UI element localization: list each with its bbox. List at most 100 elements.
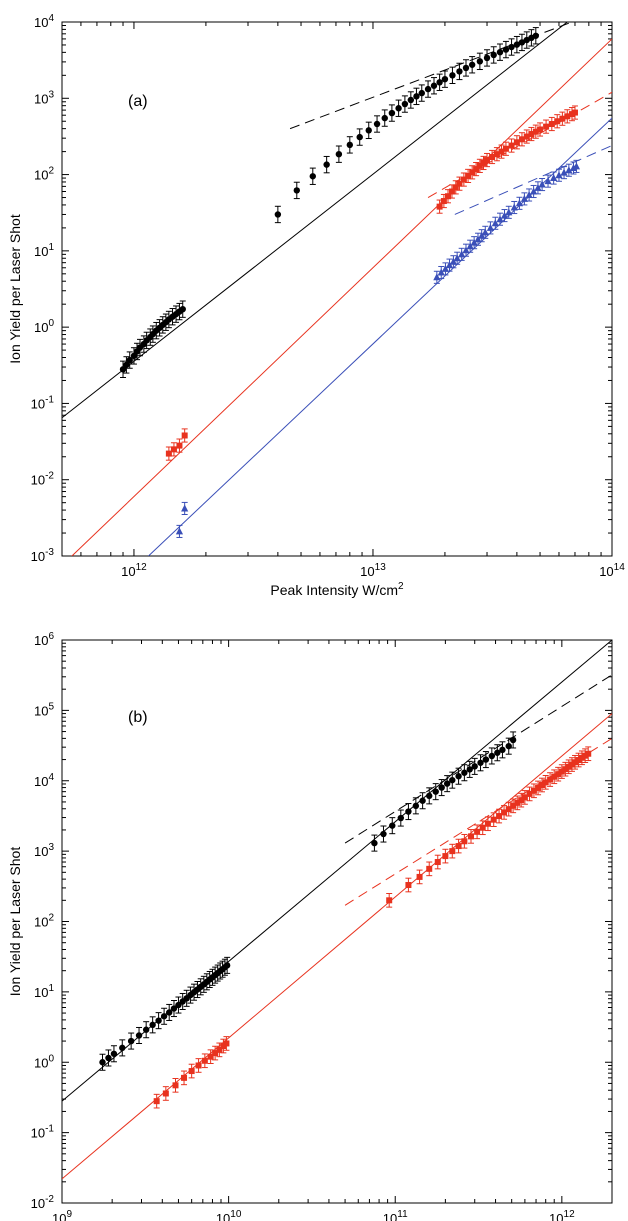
data-point xyxy=(223,1040,230,1047)
data-point xyxy=(491,219,499,227)
data-point xyxy=(476,162,483,169)
data-point xyxy=(528,131,535,138)
data-point xyxy=(565,763,572,770)
data-point xyxy=(434,859,441,866)
y-tick-label: 101 xyxy=(34,242,54,259)
y-tick-label: 10-3 xyxy=(31,547,55,564)
data-point xyxy=(175,1001,182,1009)
plot-frame xyxy=(61,21,613,557)
data-point xyxy=(461,838,468,845)
data-point xyxy=(413,93,420,100)
y-tick-label: 101 xyxy=(34,983,54,1000)
data-point xyxy=(555,171,563,179)
data-point xyxy=(480,159,487,166)
y-tick-label: 104 xyxy=(34,13,54,30)
fit-line-dashed xyxy=(454,145,612,215)
y-tick-label: 105 xyxy=(34,701,54,718)
data-point xyxy=(543,123,550,130)
data-point xyxy=(223,962,231,969)
data-point xyxy=(470,238,478,246)
data-point xyxy=(500,211,509,219)
y-tick-label: 103 xyxy=(34,89,54,106)
data-point xyxy=(493,151,500,158)
data-point xyxy=(568,761,575,768)
data-point xyxy=(179,305,186,313)
data-point xyxy=(518,39,526,46)
data-point xyxy=(426,865,433,872)
data-point xyxy=(449,257,457,265)
data-point xyxy=(181,504,189,512)
data-point xyxy=(572,162,581,170)
data-point xyxy=(440,198,447,205)
data-point xyxy=(568,111,575,118)
data-point xyxy=(532,32,540,39)
data-point xyxy=(513,139,520,146)
data-point xyxy=(149,1021,156,1029)
data-point xyxy=(526,790,533,797)
y-tick-label: 106 xyxy=(34,631,54,648)
data-point xyxy=(216,1046,223,1053)
data-point xyxy=(466,242,474,250)
data-point xyxy=(498,148,505,155)
data-point xyxy=(442,853,449,860)
data-point xyxy=(388,109,396,117)
y-tick-label: 10-1 xyxy=(31,394,55,411)
data-point xyxy=(323,161,330,168)
data-point xyxy=(479,824,486,831)
data-point xyxy=(509,736,517,744)
data-point xyxy=(490,51,497,59)
data-point xyxy=(575,757,582,764)
data-point xyxy=(188,1068,195,1075)
data-point xyxy=(484,820,491,827)
data-point xyxy=(419,797,426,804)
data-point xyxy=(476,58,484,65)
data-point xyxy=(486,223,495,231)
data-point xyxy=(373,120,381,128)
data-point xyxy=(466,766,473,773)
data-point xyxy=(172,1082,179,1089)
data-point xyxy=(462,246,470,254)
data-point xyxy=(426,792,433,800)
series-0 xyxy=(99,731,517,1071)
data-point xyxy=(483,54,491,62)
data-point xyxy=(437,268,445,276)
data-point xyxy=(449,848,456,855)
data-point xyxy=(564,113,571,120)
plot-area xyxy=(62,22,612,556)
panel-label: (b) xyxy=(128,709,148,726)
data-point xyxy=(555,771,562,778)
data-point xyxy=(481,228,489,236)
data-point xyxy=(490,816,497,823)
data-point xyxy=(482,756,490,763)
data-point xyxy=(515,199,524,207)
data-point xyxy=(510,802,517,809)
y-tick-label: 100 xyxy=(34,1053,54,1070)
data-point xyxy=(496,48,504,56)
data-point xyxy=(460,176,467,183)
data-point xyxy=(380,830,387,838)
data-point xyxy=(441,75,449,83)
fit-line xyxy=(71,38,612,556)
data-point xyxy=(166,1009,173,1016)
data-point xyxy=(412,802,420,810)
data-point xyxy=(441,264,450,272)
data-point xyxy=(510,203,518,211)
data-point xyxy=(444,193,451,200)
data-point xyxy=(162,1090,169,1097)
x-tick-label: 1012 xyxy=(549,1209,575,1221)
data-point xyxy=(474,235,482,243)
data-point xyxy=(538,180,546,188)
y-tick-label: 10-2 xyxy=(31,471,55,488)
data-point xyxy=(518,797,525,804)
y-tick-label: 10-1 xyxy=(31,1124,55,1141)
data-point xyxy=(501,809,508,816)
data-point xyxy=(520,194,528,202)
data-point xyxy=(496,215,504,223)
chart-panel-1: 109 1010 1011 1012 10-2 10-1 100 101 102 103 104 10… xyxy=(7,631,613,1221)
data-point xyxy=(195,1062,202,1069)
data-point xyxy=(395,105,402,112)
data-point xyxy=(551,773,558,780)
series-1 xyxy=(165,105,578,461)
data-point xyxy=(505,806,512,813)
data-point xyxy=(532,128,539,135)
